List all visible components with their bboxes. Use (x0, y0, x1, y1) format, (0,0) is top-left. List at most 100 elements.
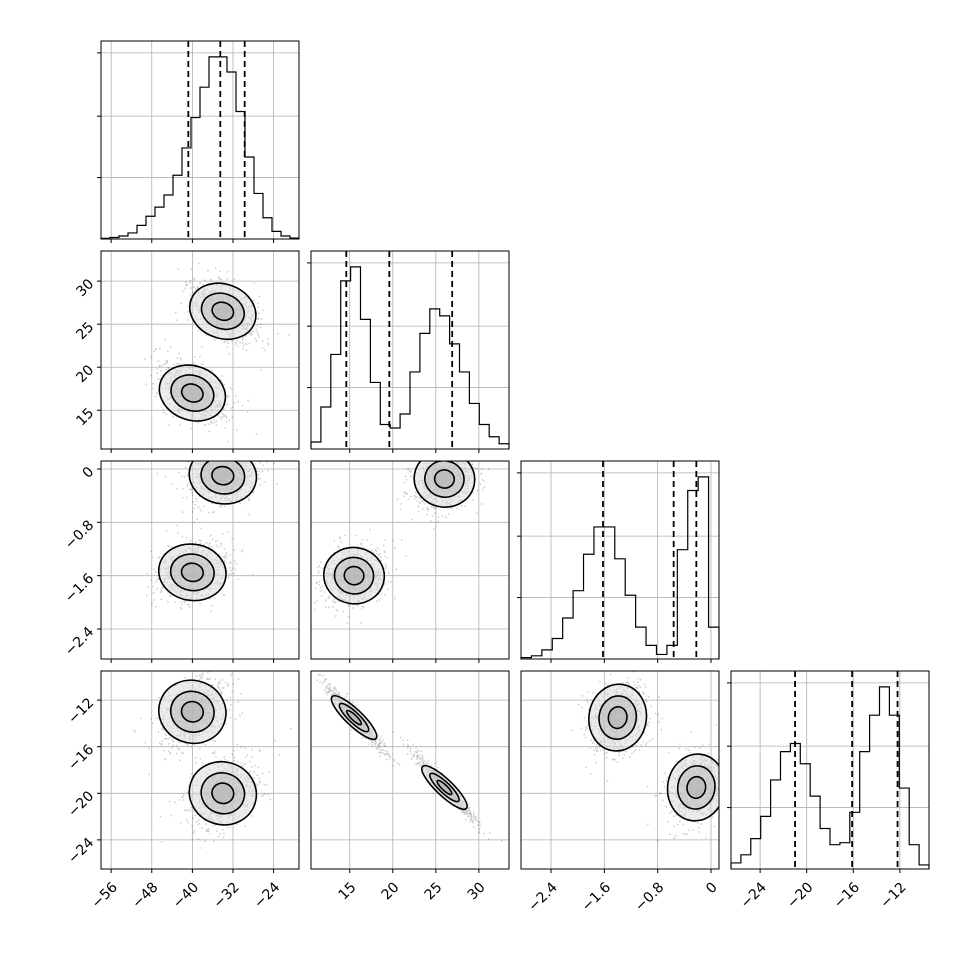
contour-line (436, 779, 453, 796)
y-tick-label: −2.4 (62, 624, 97, 659)
y-tick-label: 30 (73, 276, 97, 300)
panel-content (101, 251, 299, 449)
density-fill (189, 283, 256, 340)
x-tick-label: 20 (379, 879, 403, 903)
contour-line (343, 565, 365, 586)
contour-line (169, 553, 215, 592)
contour-line (345, 709, 363, 726)
contour-line (211, 301, 235, 322)
contour-line (211, 782, 235, 805)
axes-frame (100, 670, 300, 870)
contour-line (333, 556, 375, 595)
contour-line (188, 461, 258, 505)
axes-frame (100, 40, 300, 240)
y-tick-label: −12 (65, 695, 97, 727)
contour-line (158, 364, 227, 422)
contour-line (200, 772, 246, 815)
y-tick-label: −0.8 (62, 517, 97, 552)
panel-content (311, 461, 509, 659)
x-tick-label: 30 (465, 879, 489, 903)
axes-frame (310, 670, 510, 870)
x-tick-label: 25 (422, 879, 446, 903)
contour-line (588, 683, 648, 752)
density-fill (331, 695, 377, 740)
contour-line (330, 695, 378, 741)
contour-line (433, 469, 456, 489)
x-tick-label: −20 (784, 879, 816, 911)
y-tick-label: −1.6 (62, 571, 97, 606)
density-fill (189, 761, 257, 825)
x-tick-label: 15 (336, 879, 360, 903)
y-tick-label: 15 (73, 405, 97, 429)
histogram-step (520, 476, 720, 659)
contour-line (157, 543, 227, 602)
hist-panel-3 (727, 670, 930, 873)
density-fill (189, 461, 257, 504)
x-tick-label: −12 (877, 879, 909, 911)
density-fill (414, 461, 475, 508)
sample-points (570, 671, 719, 842)
axes-frame (310, 250, 510, 450)
contour-line (200, 292, 246, 331)
contour-line (607, 705, 628, 730)
x-tick-label: −32 (211, 879, 243, 911)
density-fill (158, 680, 226, 744)
density-fill (421, 765, 468, 810)
histogram-step (100, 56, 300, 239)
contour-line (428, 772, 460, 803)
y-tick-label: −24 (65, 835, 97, 867)
axes-frame (520, 460, 720, 660)
contour-line (323, 546, 386, 605)
contour-line (200, 461, 246, 495)
x-tick-label: −16 (831, 879, 863, 911)
y-tick-label: 20 (73, 362, 97, 386)
contour-line (420, 764, 468, 811)
histogram-step (310, 266, 510, 449)
x-tick-label: −48 (129, 879, 161, 911)
x-tick-label: −2.4 (525, 879, 560, 914)
hist-panel-2 (517, 460, 720, 663)
contour-line (676, 765, 716, 810)
axes-frame (100, 250, 300, 450)
y-tick-label: 0 (80, 464, 98, 482)
x-tick-label: −0.8 (632, 879, 667, 914)
x-tick-label: −24 (738, 879, 770, 911)
y-tick-label: −20 (65, 788, 97, 820)
axes-frame (730, 670, 930, 870)
scatter-panel-2-1 (310, 460, 510, 663)
scatter-panel-3-0 (97, 670, 300, 873)
hist-panel-0 (97, 40, 300, 243)
contour-line (666, 753, 719, 822)
contour-line (686, 775, 707, 800)
contour-line (598, 695, 638, 740)
axes-frame (310, 460, 510, 660)
contour-line (169, 690, 215, 733)
density-fill (667, 754, 719, 821)
panel-content (101, 461, 299, 659)
x-tick-label: −24 (251, 879, 283, 911)
contour-line (180, 700, 205, 723)
contour-line (158, 679, 227, 745)
x-tick-label: −40 (170, 879, 202, 911)
scatter-panel-1-0 (97, 250, 300, 453)
contour-line (189, 282, 257, 341)
contour-line (211, 465, 235, 486)
contour-line (180, 383, 204, 403)
scatter-panel-3-1 (310, 670, 510, 873)
y-tick-label: −16 (65, 742, 97, 774)
hist-panel-1 (307, 250, 510, 453)
contour-line (180, 562, 205, 583)
scatter-panel-3-2 (520, 670, 720, 873)
histogram-step (730, 686, 930, 869)
panel-content (101, 671, 299, 869)
x-tick-label: −1.6 (579, 879, 614, 914)
panel-content (311, 671, 509, 869)
x-tick-label: 0 (703, 879, 721, 897)
contour-line (338, 702, 370, 733)
contour-line (413, 461, 476, 508)
axes-frame (520, 670, 720, 870)
contour-line (170, 374, 215, 412)
density-fill (323, 547, 385, 604)
scatter-panel-2-0 (97, 460, 300, 663)
